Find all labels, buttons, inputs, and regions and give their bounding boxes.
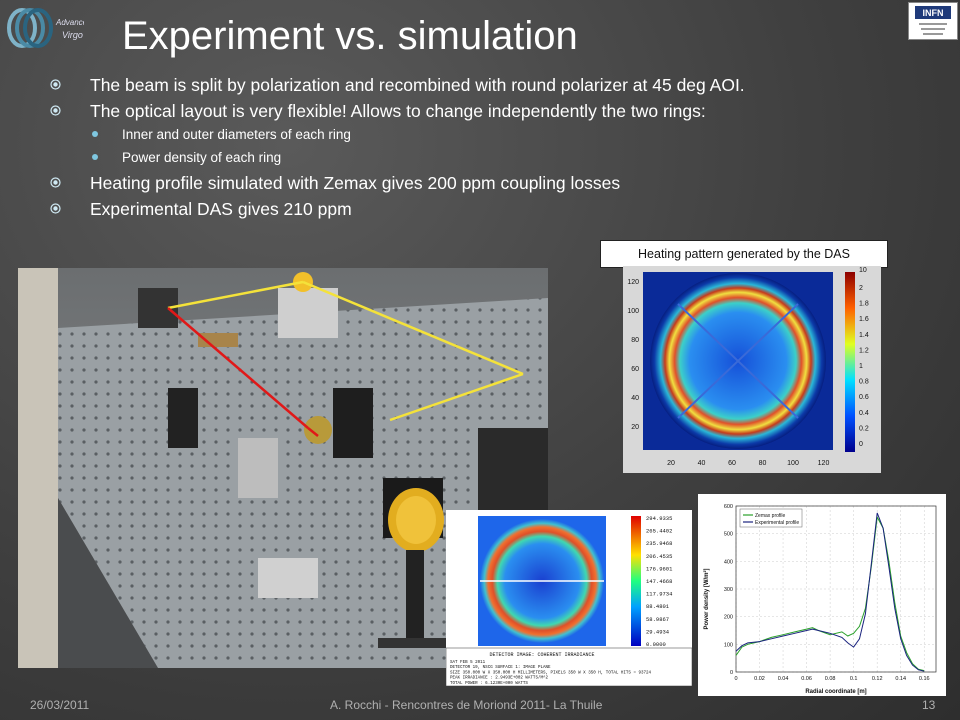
logo-text: Virgo [62,30,83,40]
profile-x-axis-label: Radial coordinate [m] [805,689,866,695]
profile-x-tick-label: 0.12 [872,676,883,682]
zemax-colorbar-value: 58.9867 [646,616,669,623]
slide-number: 13 [922,698,936,712]
profile-x-tick-label: 0 [734,676,737,682]
zemax-colorbar-value: 29.4934 [646,628,670,635]
das-x-tick-label: 80 [759,460,767,467]
bullet-circle-icon [50,177,61,188]
bullet-text: The beam is split by polarization and re… [90,75,745,95]
zemax-colorbar-value: 117.9734 [646,591,673,598]
bullet-text: Heating profile simulated with Zemax giv… [90,173,621,193]
das-colorbar-tick-label: 1 [859,363,863,370]
bullet-list: The beam is split by polarization and re… [50,74,930,224]
advanced-virgo-logo: Advanced Virgo [7,8,84,48]
das-colorbar-tick-label: 1.6 [859,316,869,323]
das-colorbar-tick-label: 0 [859,441,863,448]
bullet-circle-icon [50,105,61,116]
bullet-item: Heating profile simulated with Zemax giv… [50,172,930,194]
logo-text: Advanced [55,18,84,27]
zemax-footer-line: TOTAL POWER : 6.1230E+000 WATTS [450,682,528,686]
footer-presentation-info: A. Rocchi - Rencontres de Moriond 2011- … [330,698,603,712]
sub-bullet-item: Power density of each ring [50,149,930,166]
sub-bullet-dot-icon [92,154,98,160]
profile-y-tick-label: 300 [724,587,733,593]
profile-y-axis-label: Power density [W/m²] [703,568,710,629]
zemax-footer-line: PEAK IRRADIANCE : 2.9493E+002 WATTS/M^2 [450,676,548,681]
das-colorbar-tick-label: 1.2 [859,347,869,354]
profile-legend-label: Zemax profile [755,513,786,519]
profile-plot-frame [735,505,937,673]
profile-legend-label: Experimental profile [755,520,799,526]
zemax-footer-title: DETECTOR IMAGE: COHERENT IRRADIANCE [489,652,594,658]
footer-date: 26/03/2011 [30,698,90,712]
zemax-colorbar-value: 235.9468 [646,540,672,547]
das-caption: Heating pattern generated by the DAS [600,240,888,268]
zemax-colorbar-value: 265.4402 [646,528,672,535]
das-y-tick-label: 120 [627,279,639,286]
das-y-tick-label: 80 [631,337,639,344]
zemax-colorbar-value: 147.4668 [646,578,672,585]
zemax-colorbar-value: 294.9335 [646,515,672,522]
zemax-detector-image: 294.9335 265.4402 235.9468 206.4535 176.9601… [446,510,692,686]
zemax-colorbar-value: 176.9601 [646,565,673,572]
profile-x-tick-label: 0.14 [895,676,906,682]
infn-logo: INFN [908,2,958,40]
das-x-tick-label: 120 [818,460,830,467]
bullet-item: The optical layout is very flexible! All… [50,100,930,122]
zemax-colorbar-value: 206.4535 [646,553,672,560]
profile-y-tick-label: 600 [724,504,733,510]
das-colorbar-tick-label: 2 [859,285,863,292]
das-colorbar-tick-label: 0.2 [859,425,869,432]
das-colorbar-tick-label: 0.8 [859,379,869,386]
profile-series-line [735,515,925,672]
sub-bullet-dot-icon [92,131,98,137]
das-colorbar-tick-label: 0.4 [859,410,869,417]
das-y-tick-label: 100 [627,308,639,315]
profile-y-tick-label: 500 [724,532,733,538]
radial-profile-chart: 0 0.02 0.04 0.06 0.08 0.1 0.12 0.14 0.16 0 100 200 3… [698,494,946,696]
profile-y-tick-label: 100 [724,642,733,648]
logo-text: INFN [923,8,944,18]
das-x-tick-label: 60 [728,460,736,467]
das-x-tick-label: 100 [787,460,799,467]
profile-x-tick-label: 0.08 [825,676,836,682]
zemax-footer-line: SIZE 350.000 W X 350.000 H MILLIMETERS, … [450,671,652,675]
das-y-tick-label: 20 [631,424,639,431]
profile-x-tick-label: 0.02 [754,676,765,682]
profile-x-tick-label: 0.16 [919,676,930,682]
bullet-item: Experimental DAS gives 210 ppm [50,198,930,220]
sub-bullet-text: Power density of each ring [122,150,282,165]
zemax-colorbar-value: 88.4801 [646,603,670,610]
das-y-tick-label: 40 [631,395,639,402]
das-y-tick-label: 60 [631,366,639,373]
sub-bullet-item: Inner and outer diameters of each ring [50,126,930,143]
das-x-tick-label: 40 [698,460,706,467]
das-colorbar-tick-label: 1.8 [859,301,869,308]
zemax-footer-line: SAT FEB 5 2011 [450,661,486,665]
profile-y-tick-label: 200 [724,615,733,621]
bullet-text: The optical layout is very flexible! All… [90,101,706,121]
profile-x-tick-label: 0.1 [850,676,858,682]
profile-x-tick-label: 0.04 [778,676,789,682]
sub-bullet-text: Inner and outer diameters of each ring [122,127,351,142]
zemax-colorbar-value: 0.0000 [646,641,666,648]
profile-legend-box [739,508,803,528]
slide-title: Experiment vs. simulation [122,14,578,58]
profile-y-tick-label: 400 [724,559,733,565]
zemax-footer-line: DETECTOR 19, NSCG SURFACE 1: IMAGE PLANE [450,666,551,670]
profile-series-line [735,512,925,672]
das-colorbar-tick-label: 0.6 [859,394,869,401]
bullet-circle-icon [50,79,61,90]
das-colorbar-top-label: 10 [859,267,867,274]
das-x-tick-label: 20 [667,460,675,467]
bullet-circle-icon [50,203,61,214]
bullet-item: The beam is split by polarization and re… [50,74,930,96]
das-colorbar-tick-label: 1.4 [859,332,869,339]
profile-x-tick-label: 0.06 [801,676,812,682]
bullet-text: Experimental DAS gives 210 ppm [90,199,352,219]
profile-y-tick-label: 0 [730,670,733,676]
